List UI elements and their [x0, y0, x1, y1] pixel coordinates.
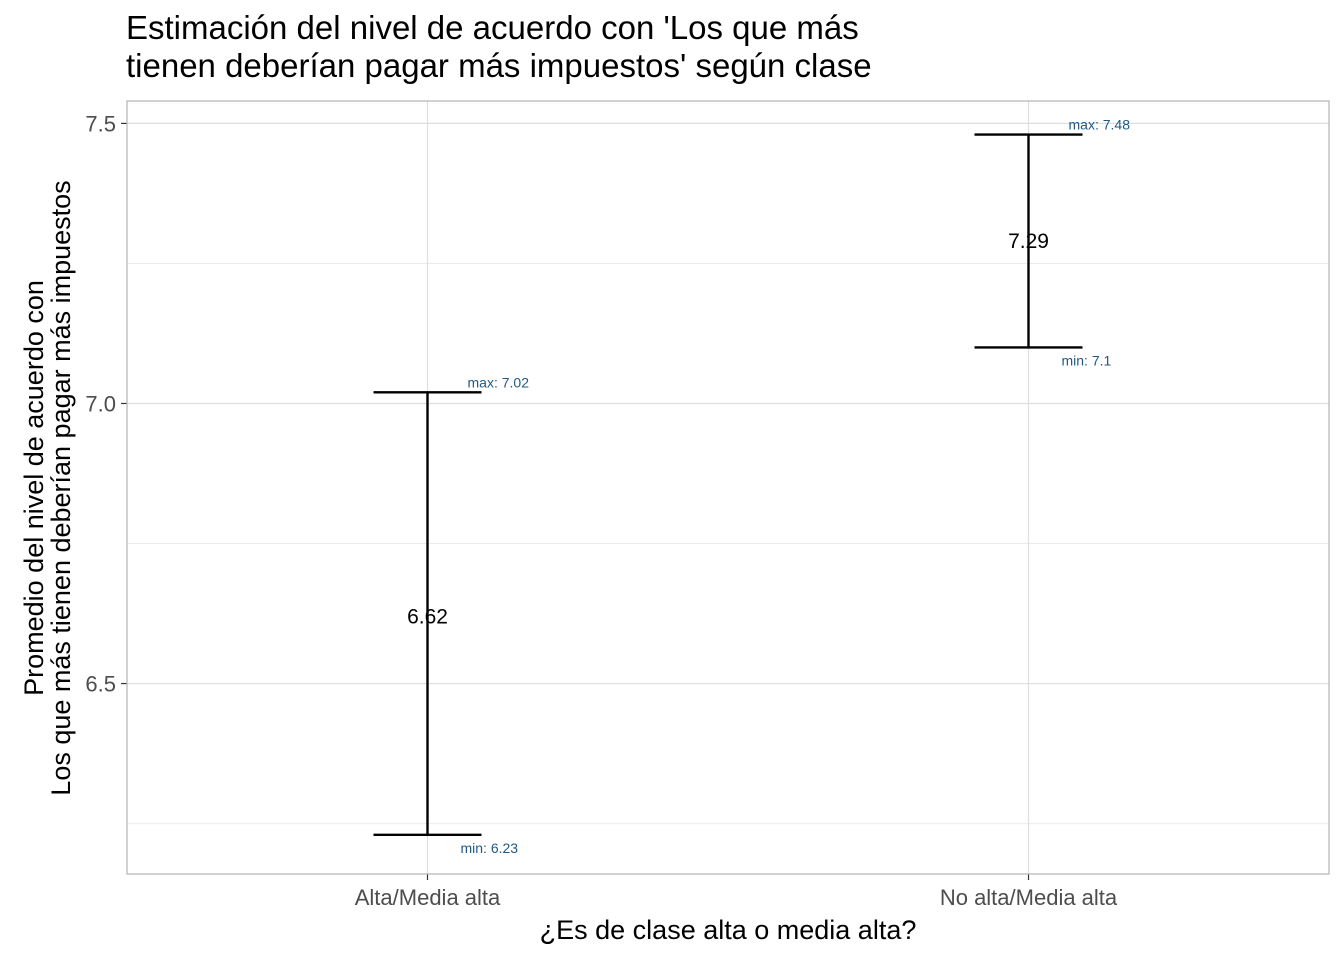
upper-bound-label: max: 7.48 — [1069, 117, 1131, 133]
chart-title-line-2: tienen deberían pagar más impuestos' seg… — [126, 47, 872, 84]
grid-lines — [127, 101, 1329, 874]
y-tick-label: 6.5 — [85, 672, 116, 697]
y-axis-title-line-2: Los que más tienen deberían pagar más im… — [46, 180, 76, 795]
lower-bound-label: min: 7.1 — [1062, 352, 1112, 368]
x-axis-title: ¿Es de clase alta o media alta? — [540, 915, 917, 945]
plot-panel-border — [126, 100, 1330, 875]
value-labels: 6.62 max: 7.02 min: 6.23 7.29 max: 7.48 min: … — [407, 117, 1130, 856]
error-bars — [373, 133, 1083, 836]
y-tick-label: 7.5 — [85, 111, 116, 136]
mean-value-label: 6.62 — [407, 605, 448, 628]
axis-ticks: 6.5 7.0 7.5 Alta/Media alta No alta/Media al… — [85, 111, 1118, 910]
mean-value-label: 7.29 — [1008, 230, 1049, 253]
upper-bound-label: max: 7.02 — [468, 374, 530, 390]
y-axis-title-line-1: Promedio del nivel de acuerdo con — [19, 280, 49, 696]
lower-bound-label: min: 6.23 — [461, 840, 519, 856]
x-tick-label: Alta/Media alta — [355, 885, 501, 910]
y-tick-label: 7.0 — [85, 391, 116, 416]
chart-title-line-1: Estimación del nivel de acuerdo con 'Los… — [126, 9, 859, 46]
x-tick-label: No alta/Media alta — [940, 885, 1118, 910]
